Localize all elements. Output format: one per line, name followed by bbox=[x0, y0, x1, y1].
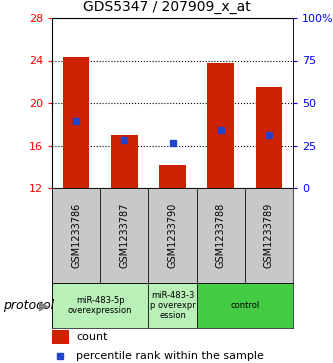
Text: protocol: protocol bbox=[3, 299, 55, 312]
Text: percentile rank within the sample: percentile rank within the sample bbox=[76, 351, 264, 361]
Bar bbox=[52, 330, 69, 344]
Text: ▶: ▶ bbox=[39, 299, 48, 312]
Text: GSM1233788: GSM1233788 bbox=[216, 203, 226, 268]
Text: GSM1233790: GSM1233790 bbox=[167, 203, 177, 268]
Bar bbox=[52, 283, 149, 328]
Bar bbox=[52, 188, 100, 283]
Bar bbox=[100, 188, 149, 283]
Text: count: count bbox=[76, 332, 108, 342]
Text: control: control bbox=[230, 301, 259, 310]
Bar bbox=[256, 87, 282, 188]
Text: GSM1233787: GSM1233787 bbox=[119, 203, 129, 268]
Bar bbox=[159, 165, 186, 188]
Bar bbox=[111, 135, 138, 188]
Bar bbox=[196, 188, 245, 283]
Bar bbox=[245, 188, 293, 283]
Text: GSM1233789: GSM1233789 bbox=[264, 203, 274, 268]
Text: GDS5347 / 207909_x_at: GDS5347 / 207909_x_at bbox=[83, 0, 250, 15]
Bar bbox=[149, 283, 196, 328]
Bar bbox=[63, 57, 89, 188]
Text: GSM1233786: GSM1233786 bbox=[71, 203, 81, 268]
Text: miR-483-3
p overexpr
ession: miR-483-3 p overexpr ession bbox=[150, 291, 195, 321]
Bar bbox=[149, 188, 196, 283]
Text: miR-483-5p
overexpression: miR-483-5p overexpression bbox=[68, 296, 133, 315]
Bar bbox=[196, 283, 293, 328]
Bar bbox=[207, 63, 234, 188]
